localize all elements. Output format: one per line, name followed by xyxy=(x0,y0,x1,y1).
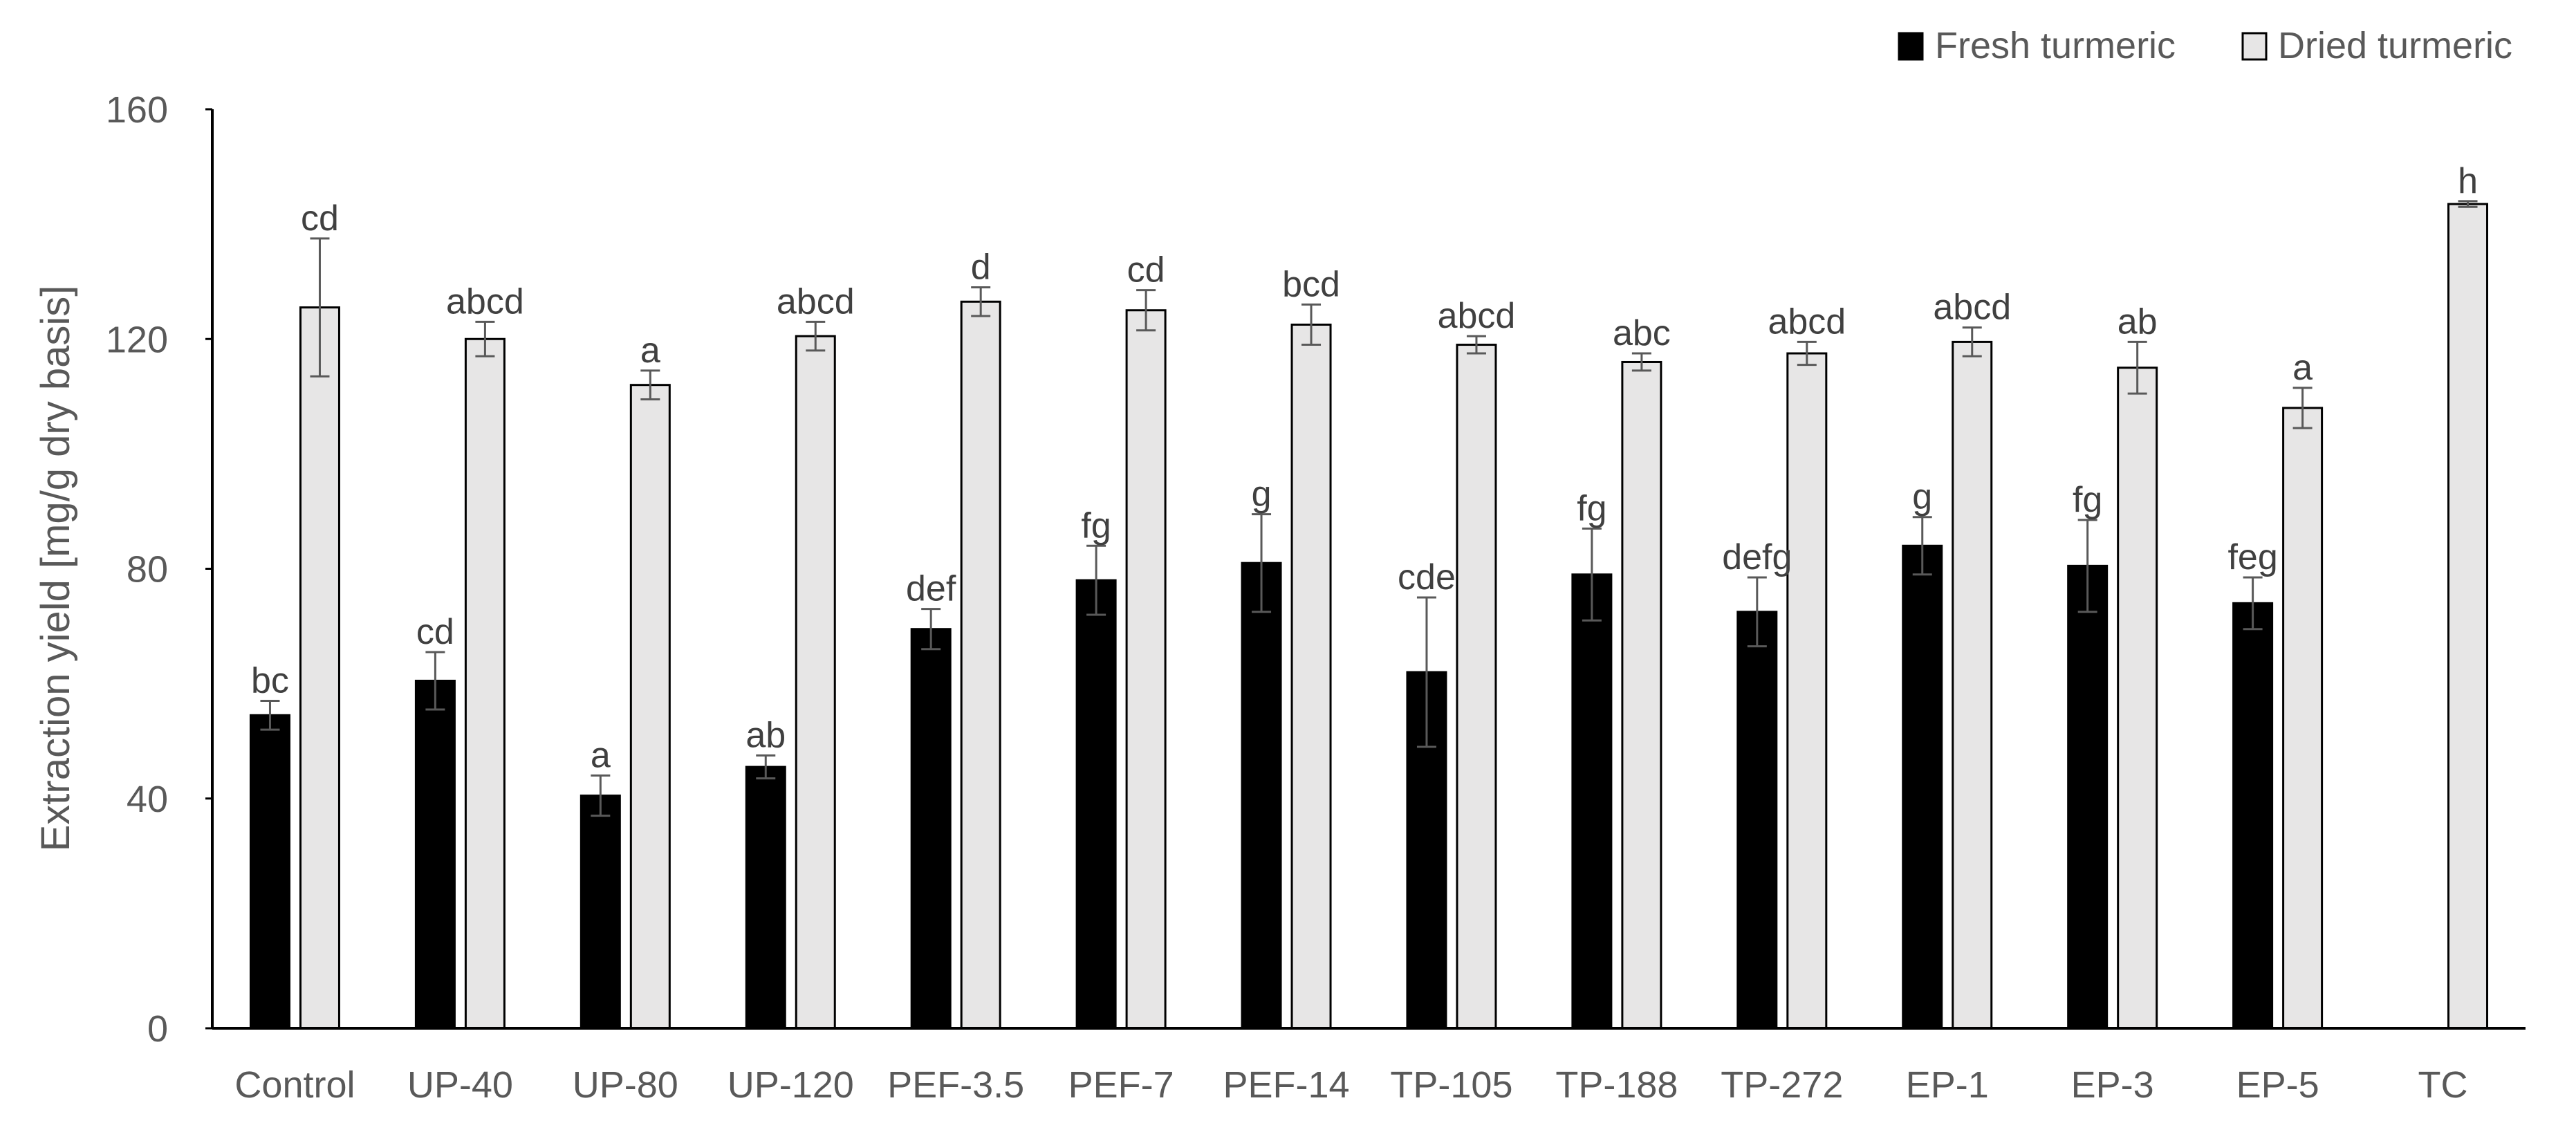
bar-dried xyxy=(1952,340,1993,1030)
bar-dried xyxy=(960,300,1001,1030)
bar-dried xyxy=(464,337,506,1030)
x-tick-label: TP-272 xyxy=(1721,1064,1843,1106)
x-tick-label: PEF-3.5 xyxy=(887,1064,1024,1106)
y-tick-label: 0 xyxy=(147,1008,168,1050)
bar-fresh xyxy=(414,679,456,1030)
significance-label: defg xyxy=(1722,537,1792,577)
y-tick-label: 120 xyxy=(106,319,168,360)
bar-dried xyxy=(1786,352,1828,1030)
x-tick-label: EP-1 xyxy=(1906,1064,1989,1106)
bar-fresh xyxy=(2232,602,2274,1030)
significance-label: abcd xyxy=(1933,288,2011,328)
bar-dried xyxy=(1456,344,1497,1030)
significance-label: bcd xyxy=(1282,264,1340,304)
y-tick-label: 80 xyxy=(127,549,168,591)
bar-fresh xyxy=(1736,611,1778,1030)
x-tick-label: PEF-7 xyxy=(1068,1064,1174,1106)
bar-dried xyxy=(2117,366,2158,1030)
bar-fresh xyxy=(249,714,290,1030)
significance-label: cd xyxy=(1127,250,1165,290)
significance-label: a xyxy=(640,331,660,371)
significance-label: bc xyxy=(251,661,289,701)
significance-label: abcd xyxy=(1768,301,1846,342)
legend: Fresh turmeric Dried turmeric xyxy=(1898,25,2512,66)
significance-label: cde xyxy=(1398,557,1456,597)
bar-dried xyxy=(629,384,671,1030)
x-tick-label: EP-5 xyxy=(2236,1064,2319,1106)
significance-label: fg xyxy=(1577,488,1606,528)
significance-label: abcd xyxy=(1438,296,1516,336)
bar-fresh xyxy=(1571,573,1613,1030)
bar-dried xyxy=(1125,309,1167,1030)
significance-label: h xyxy=(2458,161,2478,201)
bar-dried xyxy=(2447,203,2489,1030)
bar-fresh xyxy=(1075,579,1117,1030)
x-tick-label: PEF-14 xyxy=(1223,1064,1349,1106)
bar-dried xyxy=(795,335,836,1030)
x-tick-label: TC xyxy=(2418,1064,2468,1106)
bar-dried xyxy=(1621,360,1662,1030)
x-tick-label: TP-188 xyxy=(1555,1064,1678,1106)
significance-label: abcd xyxy=(777,281,855,322)
x-tick-label: UP-80 xyxy=(573,1064,678,1106)
significance-label: abc xyxy=(1613,313,1671,353)
significance-label: feg xyxy=(2227,537,2277,577)
significance-label: def xyxy=(906,569,956,609)
significance-label: d xyxy=(971,247,991,287)
y-axis-title: Extraction yield [mg/g dry basis] xyxy=(33,286,78,852)
bar-fresh xyxy=(2067,564,2109,1030)
bars-layer xyxy=(249,203,2489,1030)
x-tick-label: UP-40 xyxy=(407,1064,513,1106)
x-tick-label: Control xyxy=(234,1064,355,1106)
significance-label: ab xyxy=(745,715,786,755)
x-tick-label: TP-105 xyxy=(1390,1064,1512,1106)
error-bars-layer xyxy=(260,200,2478,817)
significance-label: a xyxy=(591,736,611,776)
legend-label-fresh: Fresh turmeric xyxy=(1935,25,2176,66)
significance-label: cd xyxy=(301,198,339,239)
significance-label: abcd xyxy=(446,281,524,322)
bar-fresh xyxy=(580,795,621,1030)
bar-dried xyxy=(1290,323,1332,1030)
significance-label: cd xyxy=(416,612,454,652)
x-axis-category-labels: Control UP-40 UP-80 UP-120 PEF-3.5 PEF-7 PEF-1… xyxy=(234,1064,2467,1106)
legend-swatch-fresh xyxy=(1898,32,1924,61)
legend-swatch-dried xyxy=(2241,32,2268,61)
significance-label: a xyxy=(2292,348,2313,388)
bar-dried xyxy=(299,306,340,1030)
significance-label: ab xyxy=(2118,301,2158,342)
y-tick-label: 40 xyxy=(127,779,168,820)
significance-label: g xyxy=(1252,474,1272,514)
significance-label: fg xyxy=(2073,480,2102,520)
y-axis-ticks: 0 40 80 120 160 xyxy=(106,89,212,1050)
significance-label: fg xyxy=(1081,505,1111,546)
x-tick-label: EP-3 xyxy=(2071,1064,2154,1106)
y-tick-label: 160 xyxy=(106,89,168,131)
bar-fresh xyxy=(745,766,786,1030)
bar-fresh xyxy=(910,628,952,1030)
bar-dried xyxy=(2282,407,2324,1030)
significance-label: g xyxy=(1912,477,1932,517)
bar-fresh xyxy=(1241,562,1282,1030)
bar-fresh xyxy=(1902,544,1943,1030)
x-tick-label: UP-120 xyxy=(728,1064,854,1106)
legend-label-dried: Dried turmeric xyxy=(2278,25,2512,66)
